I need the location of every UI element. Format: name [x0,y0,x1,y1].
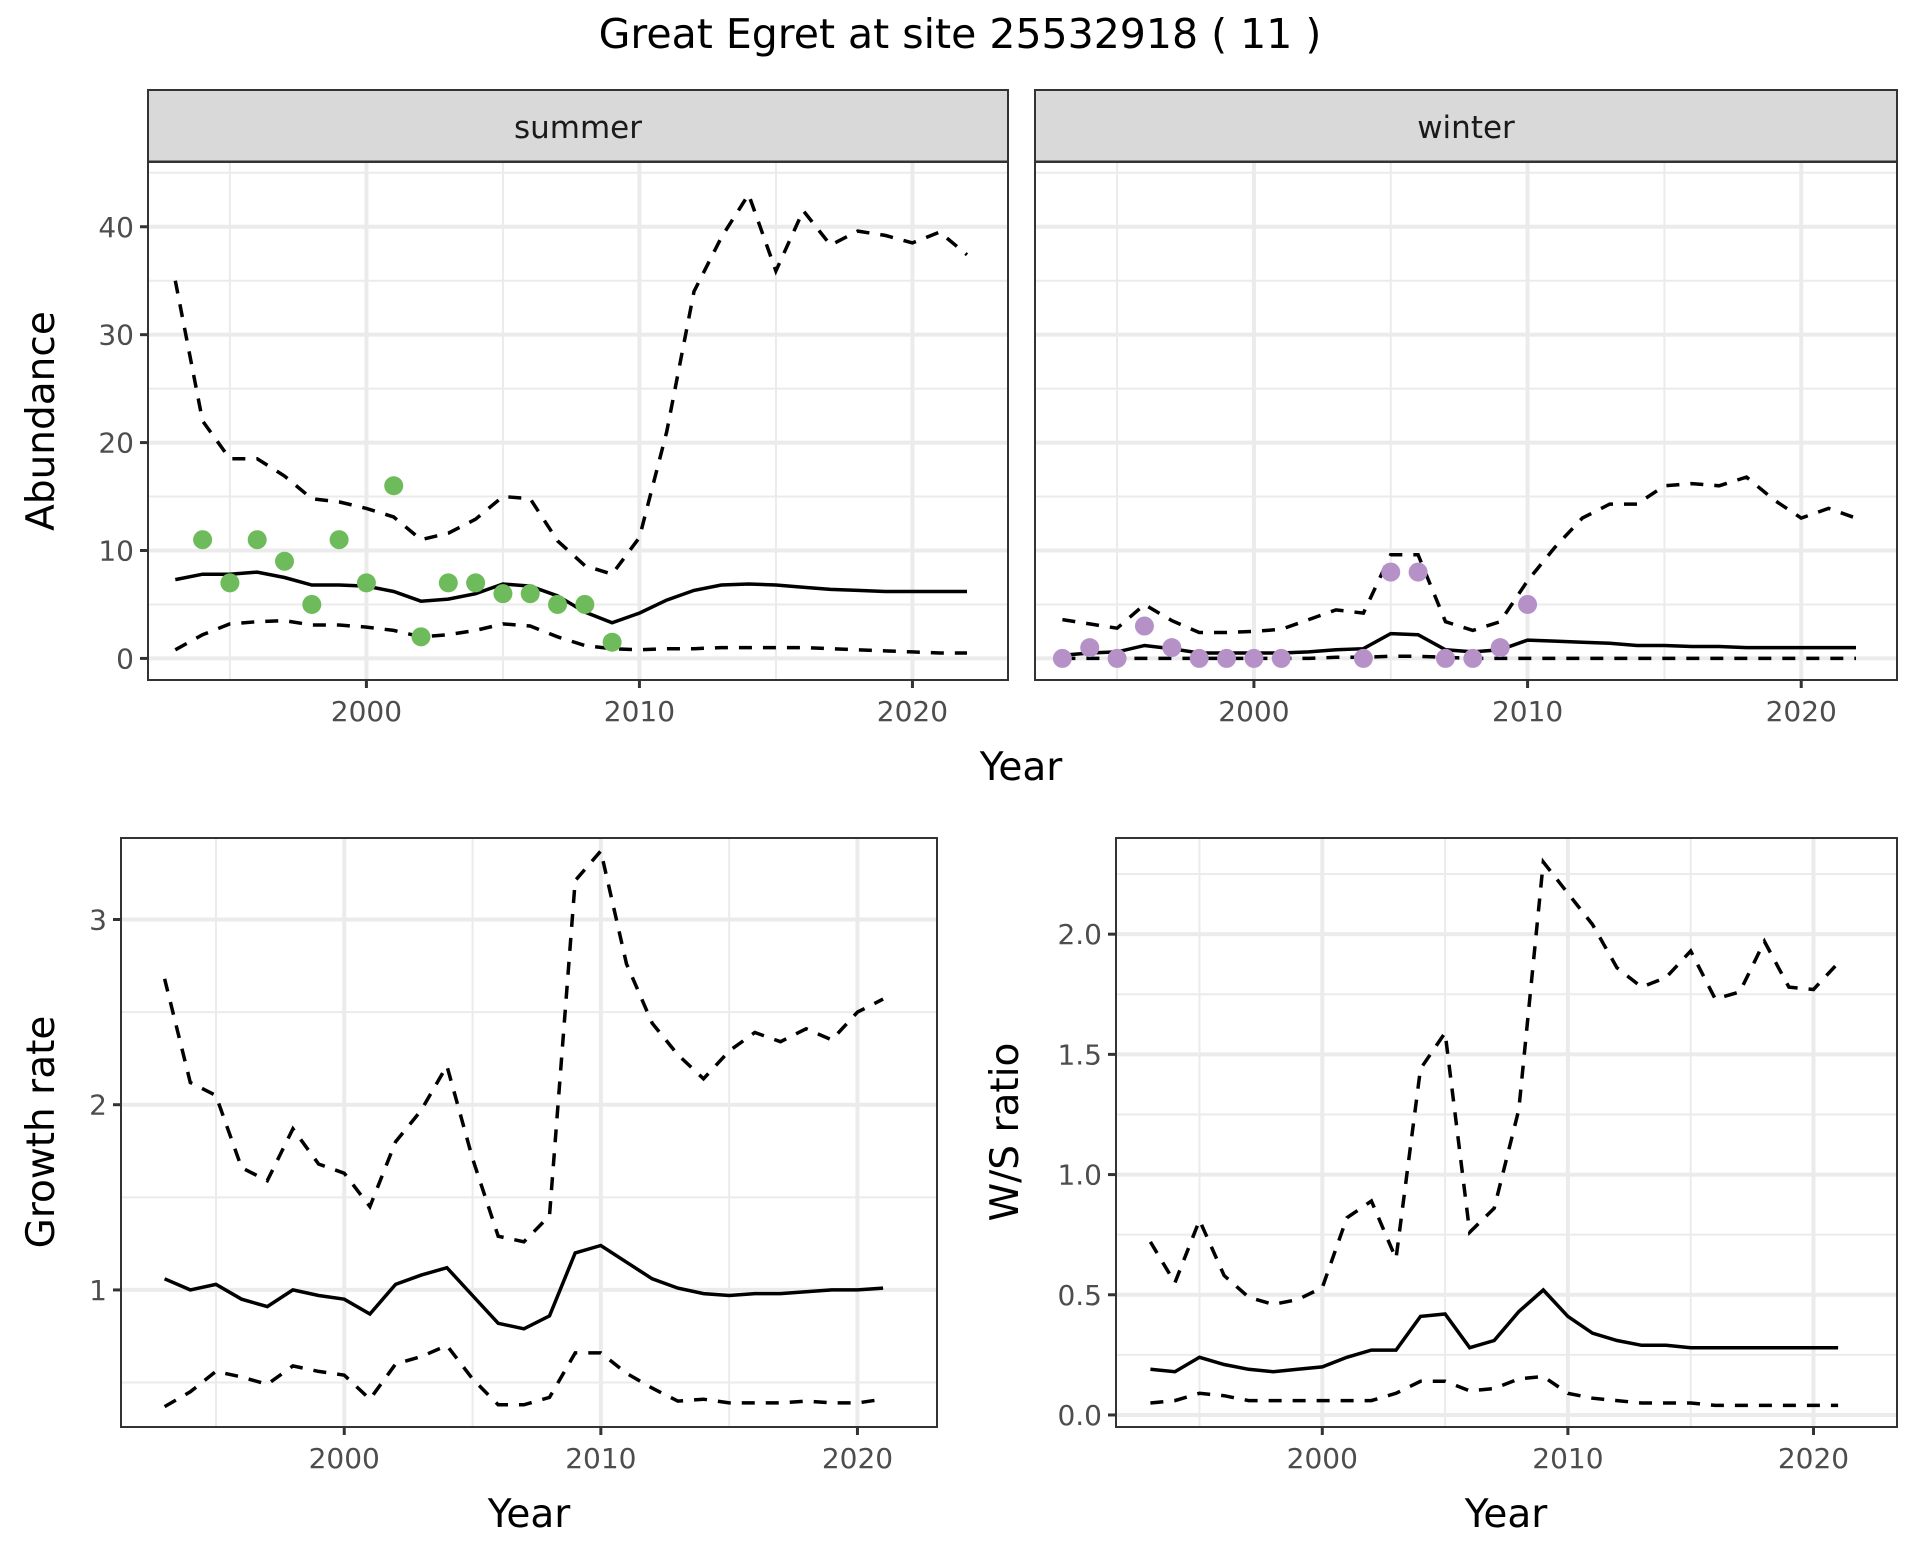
mean-line [1150,1287,1839,1374]
y-tick-label: 30 [98,319,134,352]
x-tick-label: 2010 [604,695,675,728]
observed-point [602,632,622,652]
mean-line [163,1243,884,1331]
observed-point [520,584,540,604]
lower-ci-line [163,1343,884,1409]
observed-point [384,476,404,496]
panel-border [1115,837,1898,1428]
observed-point [466,573,486,593]
x-tick-label: 2000 [331,695,402,728]
panel-background [121,838,937,1427]
y-tick-label: 10 [98,535,134,568]
y-tick-label: 1.0 [1057,1159,1102,1192]
panel-border [147,161,1009,681]
upper-ci-line [1062,475,1857,635]
y-tick-label: 1.5 [1057,1038,1102,1071]
x-tick-label: 2000 [309,1442,380,1475]
chart-title: Great Egret at site 25532918 ( 11 ) [599,10,1322,58]
observed-point [1435,648,1455,668]
observed-point [1463,648,1483,668]
observed-point [1381,562,1401,582]
observed-point [1408,562,1428,582]
observed-point [411,627,431,647]
y-tick-label: 40 [98,211,134,244]
facet-strip-winter: winter [1034,89,1898,164]
observed-point [1080,638,1100,658]
y-tick-label: 2 [89,1089,107,1122]
y-axis-title-abundance: Abundance [19,311,64,531]
panel-background [1116,838,1897,1427]
observed-point [1189,648,1209,668]
x-axis-title-abundance: Year [979,745,1064,790]
observed-point [247,530,267,550]
facet-label-winter: winter [1417,110,1515,146]
observed-point [1162,638,1182,658]
facet-label-summer: summer [514,110,642,146]
observed-point [1271,648,1291,668]
observed-point [575,594,595,614]
observed-point [275,551,295,571]
x-tick-label: 2020 [822,1442,893,1475]
observed-point [1244,648,1264,668]
observed-point [193,530,213,550]
observed-point [1353,648,1373,668]
panel-border [1034,161,1898,681]
panel-ws-ratio: 2000 2010 2020 0.0 0.5 1.0 1.5 2.0 [1057,837,1898,1475]
observed-point [329,530,349,550]
observed-point [302,594,322,614]
lower-ci-line [1150,1374,1839,1408]
x-tick-label: 2000 [1287,1442,1358,1475]
x-tick-label: 2010 [1532,1442,1603,1475]
observed-point [356,573,376,593]
y-tick-label: 3 [89,903,107,936]
observed-point [438,573,458,593]
y-tick-label: 2.0 [1057,918,1102,951]
x-axis-title-growth: Year [487,1492,572,1537]
observed-point [548,594,568,614]
panel-growth-rate: 2000 2010 2020 1 2 3 [89,837,938,1475]
observed-point [220,573,240,593]
lower-ci-line [174,618,967,655]
panel-abundance-summer: 2000 2010 2020 0 10 20 30 40 [98,161,1009,728]
x-tick-label: 2010 [1492,695,1563,728]
facet-strip-summer: summer [147,89,1009,164]
y-axis-title-ws: W/S ratio [983,1043,1028,1222]
observed-point [1490,638,1510,658]
x-axis-title-ws: Year [1464,1492,1549,1537]
observed-point [1107,648,1127,668]
y-tick-label: 0.0 [1057,1399,1102,1432]
upper-ci-line [1148,857,1840,1307]
y-tick-label: 0 [116,642,134,675]
y-tick-label: 20 [98,427,134,460]
observed-point [1052,648,1072,668]
y-tick-label: 0.5 [1057,1279,1102,1312]
observed-point [1134,616,1154,636]
x-tick-label: 2000 [1218,695,1289,728]
y-axis-title-growth: Growth rate [19,1016,64,1249]
panel-background [1035,162,1897,680]
mean-line [174,570,967,625]
x-tick-label: 2020 [1778,1442,1849,1475]
x-tick-label: 2010 [565,1442,636,1475]
x-tick-label: 2020 [877,695,948,728]
observed-point [1518,594,1538,614]
x-tick-label: 2020 [1766,695,1837,728]
panel-abundance-winter: 2000 2010 2020 [1034,161,1898,728]
observed-point [493,584,513,604]
panel-background [148,162,1008,680]
y-tick-label: 1 [89,1274,107,1307]
upper-ci-line [162,847,884,1244]
panel-border [120,837,938,1428]
observed-point [1217,648,1237,668]
